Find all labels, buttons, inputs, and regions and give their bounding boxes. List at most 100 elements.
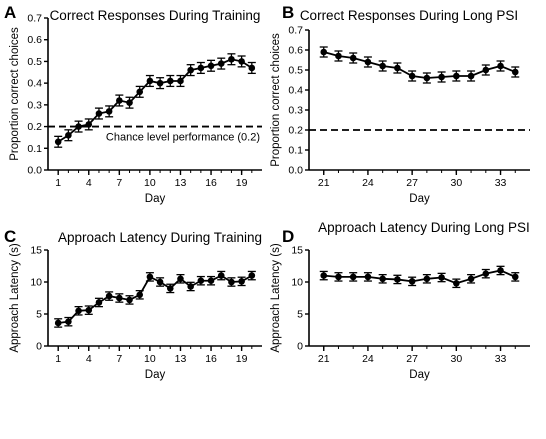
data-point xyxy=(197,64,205,72)
data-point xyxy=(497,62,504,70)
data-point xyxy=(54,138,62,146)
chance-level-label: Chance level performance (0.2) xyxy=(106,132,260,144)
y-tick-label: 0.1 xyxy=(27,143,42,155)
data-point xyxy=(126,296,133,304)
data-point xyxy=(217,272,225,279)
x-tick-label: 10 xyxy=(144,353,156,365)
data-point xyxy=(467,275,475,283)
data-point xyxy=(511,68,519,76)
data-point xyxy=(467,72,475,80)
x-tick-label: 33 xyxy=(495,353,507,365)
x-tick-label: 24 xyxy=(362,353,374,365)
y-tick-label: 0.7 xyxy=(27,13,42,25)
data-point xyxy=(248,64,256,72)
y-axis-label: Proportion correct choices xyxy=(9,27,21,161)
y-tick-label: 0.3 xyxy=(288,105,303,117)
y-tick-label: 5 xyxy=(297,309,303,321)
y-tick-label: 0.7 xyxy=(288,25,303,37)
x-tick-label: 7 xyxy=(116,353,122,365)
data-point xyxy=(156,278,164,286)
data-point xyxy=(75,307,82,315)
data-point xyxy=(423,74,431,82)
data-point xyxy=(85,121,93,128)
x-axis-label: Day xyxy=(409,193,430,205)
x-tick-label: 13 xyxy=(175,353,187,365)
panel-letter: D xyxy=(282,227,294,246)
data-point xyxy=(364,58,372,66)
data-point xyxy=(54,319,62,327)
data-point xyxy=(349,54,357,62)
y-tick-label: 0.5 xyxy=(288,65,303,77)
data-point xyxy=(207,277,215,285)
chart-title: Correct Responses During Long PSI xyxy=(300,8,518,23)
x-axis-label: Day xyxy=(145,369,166,381)
data-point xyxy=(482,270,490,277)
panel-d: D Approach Latency During Long PSI 0 5 10 15 2… xyxy=(270,220,530,381)
panel-b: B Correct Responses During Long PSI 0.0 0.1… xyxy=(270,3,530,205)
y-tick-label: 0 xyxy=(297,341,303,353)
x-tick-label: 21 xyxy=(318,353,330,365)
panel-c: C Approach Latency During Training 0 5 10 15 1… xyxy=(4,227,262,381)
data-point xyxy=(136,88,144,96)
data-point xyxy=(177,275,184,283)
data-point xyxy=(408,278,416,285)
x-tick-label: 4 xyxy=(86,177,92,189)
data-point xyxy=(408,72,416,80)
data-point xyxy=(248,272,256,279)
data-point xyxy=(95,110,103,117)
y-tick-label: 0 xyxy=(36,341,42,353)
data-point xyxy=(207,62,215,70)
data-point xyxy=(65,131,72,139)
data-point xyxy=(497,267,504,274)
data-point xyxy=(379,62,386,70)
data-point xyxy=(238,278,245,285)
x-axis-label: Day xyxy=(409,369,430,381)
x-tick-label: 19 xyxy=(236,353,248,365)
panel-letter: C xyxy=(4,227,16,246)
y-axis-label: Approach Latency (s) xyxy=(270,243,282,352)
chart-title: Approach Latency During Training xyxy=(58,230,262,245)
data-point xyxy=(116,97,123,104)
x-tick-label: 10 xyxy=(144,177,156,189)
y-axis-label: Approach Latency (s) xyxy=(9,243,21,352)
data-point xyxy=(146,77,154,85)
series-line xyxy=(58,274,253,324)
data-point xyxy=(394,64,401,72)
data-point xyxy=(85,306,93,314)
data-point xyxy=(438,73,445,81)
y-tick-label: 0.3 xyxy=(27,99,42,111)
y-tick-label: 0.5 xyxy=(27,56,42,68)
y-tick-label: 0.6 xyxy=(27,34,42,46)
x-tick-label: 30 xyxy=(450,353,462,365)
data-point xyxy=(511,273,519,281)
data-point xyxy=(238,58,245,65)
data-point xyxy=(228,55,235,63)
data-point xyxy=(349,273,357,281)
x-tick-label: 21 xyxy=(318,177,330,189)
y-axis-label: Proportion correct choices xyxy=(270,33,282,167)
data-point xyxy=(187,283,194,290)
data-point xyxy=(453,72,460,80)
data-point xyxy=(482,66,490,74)
panel-a: A Correct Responses During Training 0.0 0.1… xyxy=(4,3,262,205)
data-point xyxy=(394,276,401,283)
x-tick-label: 16 xyxy=(205,177,217,189)
data-point xyxy=(364,273,372,281)
data-point xyxy=(166,285,174,292)
data-point xyxy=(217,60,225,67)
x-tick-label: 24 xyxy=(362,177,374,189)
y-tick-label: 15 xyxy=(291,245,303,257)
chart-title: Approach Latency During Long PSI xyxy=(318,220,530,235)
data-point xyxy=(379,275,386,283)
data-point xyxy=(126,99,133,106)
y-tick-label: 0.2 xyxy=(27,121,42,133)
x-tick-label: 27 xyxy=(406,353,418,365)
data-point xyxy=(136,291,144,299)
data-point xyxy=(105,292,113,300)
data-point xyxy=(177,77,184,85)
data-point xyxy=(75,123,82,130)
x-tick-label: 1 xyxy=(55,353,61,365)
x-tick-label: 27 xyxy=(406,177,418,189)
data-point xyxy=(453,279,460,287)
